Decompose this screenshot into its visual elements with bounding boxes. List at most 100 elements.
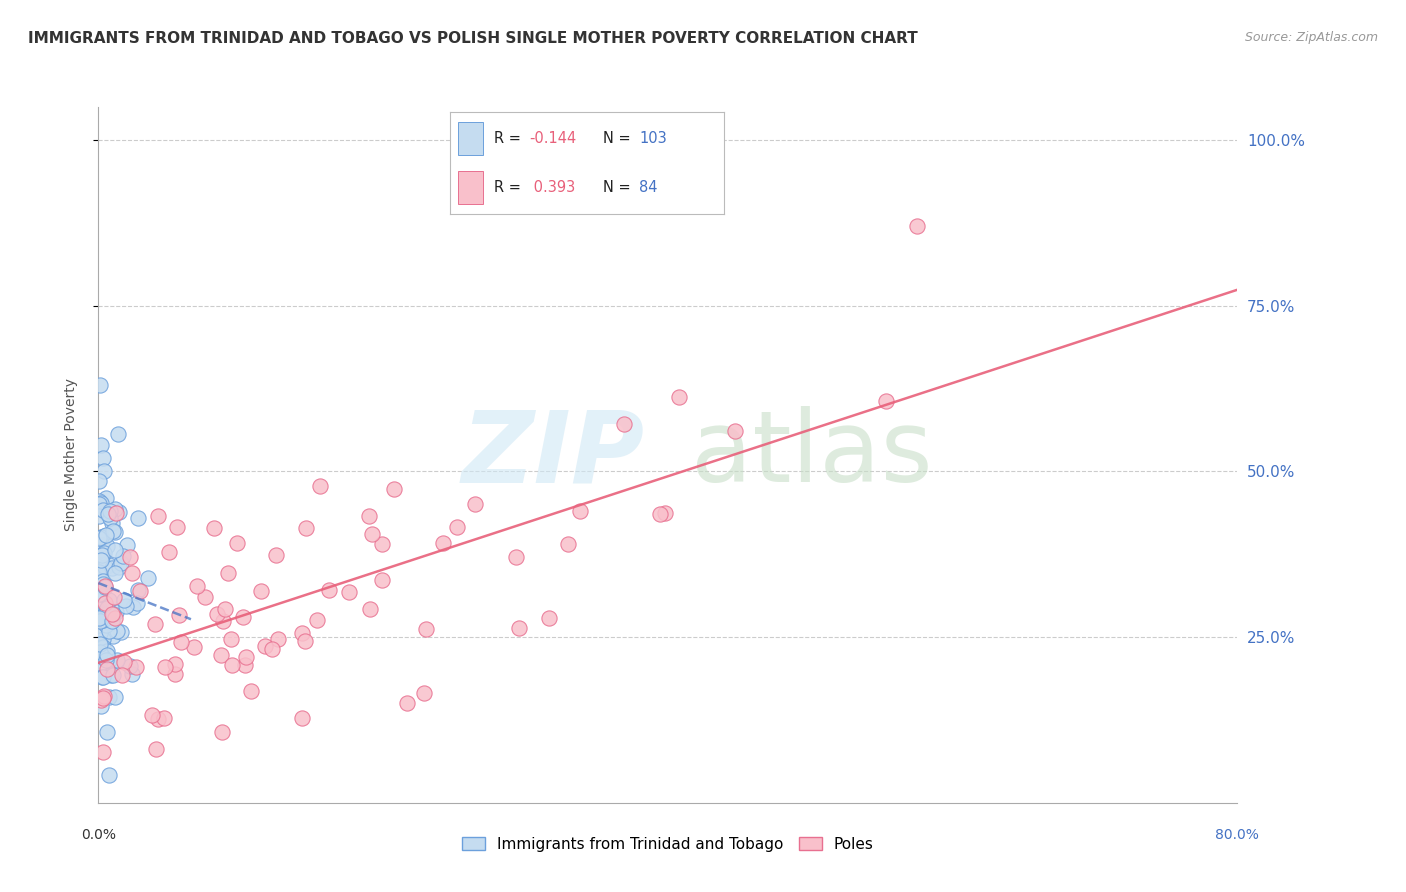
Point [415, 622, 437, 636]
Point [104, 611, 127, 625]
Bar [458, 171, 482, 204]
Point [90, 538, 112, 552]
Point [136, 571, 159, 585]
Point [90, 496, 112, 510]
Point [194, 590, 217, 604]
Point [91, 690, 114, 705]
Point [120, 549, 142, 564]
Point [464, 497, 486, 511]
Point [91, 577, 114, 591]
Text: R =: R = [494, 130, 526, 145]
Text: R =: R = [494, 180, 526, 195]
Point [226, 535, 249, 549]
Point [232, 609, 254, 624]
Point [370, 536, 392, 550]
Point [146, 508, 169, 523]
Point [96, 539, 118, 553]
Point [89, 645, 111, 659]
Point [103, 629, 125, 643]
Text: 84: 84 [640, 180, 658, 195]
Text: 0.0%: 0.0% [82, 828, 115, 842]
Point [186, 579, 208, 593]
Point [163, 657, 186, 671]
Point [90, 608, 112, 623]
Point [211, 725, 233, 739]
Point [120, 658, 142, 673]
Point [157, 545, 180, 559]
Point [183, 640, 205, 654]
Point [91, 670, 114, 684]
Point [107, 426, 129, 441]
Point [94, 607, 117, 621]
Point [153, 659, 176, 673]
Point [93, 608, 115, 623]
Point [905, 219, 928, 234]
Point [221, 658, 243, 673]
Point [105, 624, 128, 638]
Point [91, 615, 114, 629]
Legend: Immigrants from Trinidad and Tobago, Poles: Immigrants from Trinidad and Tobago, Pol… [456, 830, 880, 858]
Point [89, 508, 111, 523]
Point [93, 546, 115, 560]
Point [97, 558, 120, 573]
Point [170, 635, 193, 649]
Point [339, 585, 361, 599]
Point [91, 632, 114, 647]
Point [96, 648, 118, 662]
Point [127, 510, 149, 524]
Point [98, 511, 121, 525]
Point [91, 745, 114, 759]
Point [90, 438, 112, 452]
Point [105, 653, 128, 667]
Point [104, 690, 127, 704]
Point [723, 424, 745, 438]
Point [446, 519, 468, 533]
Point [207, 607, 229, 622]
Point [89, 570, 111, 584]
Point [89, 625, 111, 640]
Point [97, 654, 120, 668]
Point [141, 707, 163, 722]
Point [94, 560, 117, 574]
Text: 103: 103 [640, 130, 666, 145]
Point [294, 521, 316, 535]
Point [97, 624, 120, 639]
Point [90, 574, 112, 588]
Point [91, 669, 114, 683]
Point [90, 553, 112, 567]
Point [537, 611, 560, 625]
Point [202, 521, 225, 535]
Point [107, 560, 129, 574]
Point [111, 668, 134, 682]
Point [235, 649, 257, 664]
Point [121, 667, 143, 681]
Point [359, 601, 381, 615]
Text: 0.393: 0.393 [530, 180, 575, 195]
Point [89, 611, 111, 625]
Point [91, 640, 114, 655]
Point [91, 451, 114, 466]
Bar [458, 122, 482, 154]
Point [112, 549, 135, 563]
Point [93, 689, 115, 703]
Point [101, 668, 124, 682]
Point [93, 503, 115, 517]
Point [221, 632, 243, 647]
Y-axis label: Single Mother Poverty: Single Mother Poverty [63, 378, 77, 532]
Point [110, 624, 132, 639]
Point [112, 656, 135, 670]
Point [96, 528, 118, 542]
Point [101, 607, 124, 621]
Text: ZIP: ZIP [463, 407, 645, 503]
Point [104, 524, 127, 539]
Point [291, 711, 314, 725]
Point [89, 539, 111, 553]
Point [146, 712, 169, 726]
Point [217, 566, 239, 580]
Point [91, 608, 114, 623]
Point [89, 494, 111, 508]
Point [508, 621, 530, 635]
Point [96, 662, 118, 676]
Point [209, 648, 232, 662]
Point [396, 696, 419, 710]
